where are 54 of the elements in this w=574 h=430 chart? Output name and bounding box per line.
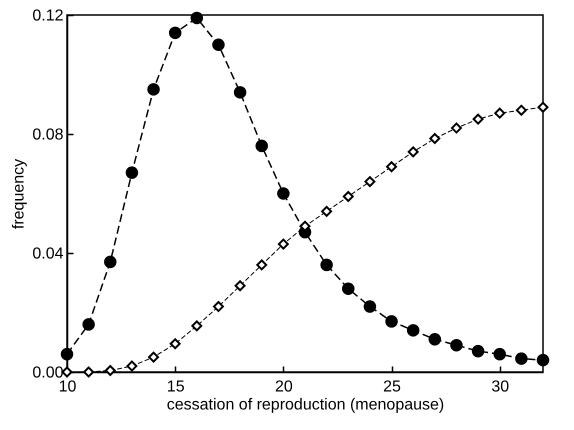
point xyxy=(320,258,333,272)
point xyxy=(516,104,527,116)
point xyxy=(364,300,376,313)
y-axis-title: frequency xyxy=(10,158,28,230)
point xyxy=(148,352,160,363)
point xyxy=(191,320,202,332)
x-axis-title: cessation of reproduction (menopause) xyxy=(166,396,444,414)
point xyxy=(82,318,95,331)
point xyxy=(450,338,463,352)
point xyxy=(408,146,419,158)
point xyxy=(450,122,462,134)
point xyxy=(234,86,246,99)
point xyxy=(256,259,268,270)
x-tick-label: 15 xyxy=(166,378,185,396)
y-tick-label: 0.04 xyxy=(32,246,64,262)
point xyxy=(386,161,398,172)
point xyxy=(170,338,181,350)
point xyxy=(104,256,117,268)
point xyxy=(428,333,442,346)
point xyxy=(342,282,355,295)
point xyxy=(83,366,94,378)
point xyxy=(126,166,138,179)
point xyxy=(472,344,484,358)
point xyxy=(277,187,290,200)
point xyxy=(234,280,246,292)
point xyxy=(515,352,528,365)
x-tick-label: 10 xyxy=(58,378,76,396)
point xyxy=(538,102,548,113)
point xyxy=(147,83,160,96)
point xyxy=(278,238,289,250)
point xyxy=(493,348,506,360)
point xyxy=(60,348,74,360)
point xyxy=(429,132,440,144)
y-tick-label: 0.00 xyxy=(32,364,64,382)
point xyxy=(406,324,420,337)
point xyxy=(385,315,398,328)
point xyxy=(212,38,225,51)
point xyxy=(212,301,224,312)
point xyxy=(255,140,268,152)
point xyxy=(342,191,354,202)
y-tick-label: 0.12 xyxy=(32,8,64,24)
point xyxy=(321,206,332,217)
point xyxy=(494,108,506,119)
y-tick-label: 0.08 xyxy=(32,126,64,144)
point xyxy=(536,354,550,366)
x-tick-label: 25 xyxy=(383,378,402,396)
point xyxy=(104,365,116,376)
point xyxy=(190,12,204,24)
point xyxy=(126,360,138,372)
point xyxy=(364,176,376,188)
x-tick-label: 30 xyxy=(491,378,510,396)
x-tick-label: 20 xyxy=(274,378,293,396)
point xyxy=(472,114,484,125)
point xyxy=(168,26,182,40)
